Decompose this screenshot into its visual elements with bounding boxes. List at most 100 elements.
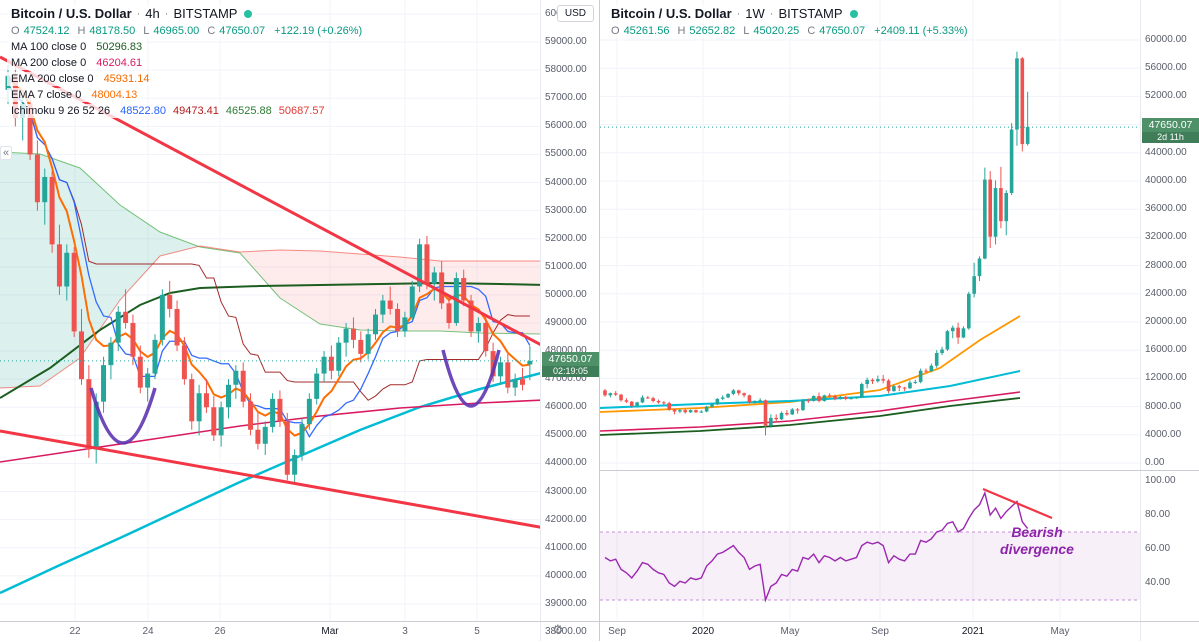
- price-axis-label: 40000.00: [545, 569, 587, 581]
- price-axis-label: 4000.00: [1145, 428, 1182, 440]
- price-axis-label: 50000.00: [545, 288, 587, 300]
- price-axis-label: 8000.00: [1145, 400, 1182, 412]
- bearish-divergence-annotation[interactable]: Bearish divergence: [957, 524, 1117, 558]
- right-time-axis[interactable]: Sep 2020 May Sep 2021 May: [600, 622, 1140, 642]
- time-axis-label: 2021: [961, 626, 985, 637]
- low-value: 45020.25: [753, 25, 800, 37]
- symbol-name[interactable]: Bitcoin / U.S. Dollar: [11, 6, 132, 21]
- high-value: 52652.82: [689, 25, 736, 37]
- price-axis-label: 36000.00: [1145, 203, 1187, 215]
- close-label: C: [807, 25, 816, 37]
- indicator-value: 46204.61: [96, 57, 143, 69]
- price-axis-label: 57000.00: [545, 92, 587, 104]
- price-axis-label: 60000.00: [1145, 34, 1187, 45]
- price-axis-label: 39000.00: [545, 597, 587, 609]
- annotation-line2: divergence: [1000, 541, 1074, 557]
- price-axis-label: 56000.00: [545, 120, 587, 132]
- price-axis-label: 20000.00: [1145, 316, 1187, 327]
- indicator-legend-row[interactable]: EMA 7 close 0 48004.13: [7, 88, 142, 102]
- price-axis-label: 52000.00: [545, 232, 587, 244]
- indicator-legend-row[interactable]: MA 100 close 0 50296.83: [7, 40, 147, 54]
- right-legend: Bitcoin / U.S. Dollar · 1W · BITSTAMP O …: [607, 5, 972, 40]
- price-axis-label: 52000.00: [1145, 90, 1187, 102]
- market-status-icon: [244, 9, 253, 18]
- time-axis-label: May: [780, 626, 800, 637]
- right-chart-canvas[interactable]: [600, 0, 1140, 621]
- indicator-name: Ichimoku 9 26 52 26: [11, 105, 111, 117]
- indicator-value: 49473.41: [172, 105, 219, 117]
- left-time-axis[interactable]: 22 24 26 Mar 3 5: [0, 622, 540, 642]
- left-chart-canvas[interactable]: [0, 0, 540, 621]
- time-axis-label: 26: [214, 626, 226, 637]
- price-axis-label: 28000.00: [1145, 259, 1187, 271]
- indicator-legend-row[interactable]: MA 200 close 0 46204.61: [7, 56, 147, 70]
- rsi-axis-label: 40.00: [1145, 577, 1171, 588]
- time-axis-label: Mar: [321, 626, 339, 637]
- symbol-name[interactable]: Bitcoin / U.S. Dollar: [611, 6, 732, 21]
- bar-countdown: 02:19:05: [542, 366, 599, 377]
- time-axis-label: Sep: [608, 626, 626, 637]
- separator: ·: [164, 7, 169, 20]
- current-price-value: 47650.07: [542, 352, 599, 366]
- price-axis-label: 41000.00: [545, 541, 587, 553]
- right-price-axis[interactable]: 47650.07 2d 11h 0.00 4000.00 8000.00 12000.…: [1140, 0, 1199, 641]
- pane-separator[interactable]: [600, 470, 1199, 471]
- time-axis-label: Sep: [871, 626, 889, 637]
- price-axis-label: 59000.00: [545, 36, 587, 48]
- low-value: 46965.00: [153, 25, 200, 37]
- time-axis-label: 3: [402, 626, 408, 637]
- open-value: 45261.56: [623, 25, 670, 37]
- price-axis-label: 32000.00: [1145, 231, 1187, 243]
- separator: ·: [136, 7, 141, 20]
- time-axis-label: 24: [142, 626, 154, 637]
- separator: ·: [769, 7, 774, 20]
- price-axis-label: 0.00: [1145, 457, 1165, 468]
- bar-eta: 2d 11h: [1142, 132, 1199, 143]
- rsi-axis-label: 60.00: [1145, 543, 1171, 554]
- current-price-label: 47650.07 2d 11h: [1142, 118, 1199, 143]
- indicator-legend-row[interactable]: Ichimoku 9 26 52 26 48522.80 49473.41 46525…: [7, 104, 329, 118]
- price-axis-label: 40000.00: [1145, 175, 1187, 186]
- symbol-row[interactable]: Bitcoin / U.S. Dollar · 4h · BITSTAMP: [7, 5, 257, 22]
- annotation-line1: Bearish: [1011, 524, 1063, 540]
- indicator-value: 46525.88: [225, 105, 272, 117]
- price-axis-label: 49000.00: [545, 317, 587, 328]
- price-axis-label: 48000.00: [545, 345, 587, 357]
- symbol-row[interactable]: Bitcoin / U.S. Dollar · 1W · BITSTAMP: [607, 5, 862, 22]
- indicator-legend-row[interactable]: EMA 200 close 0 45931.14: [7, 72, 154, 86]
- price-axis-label: 42000.00: [545, 513, 587, 525]
- indicator-name: MA 200 close 0: [11, 57, 87, 69]
- right-chart-panel: Bitcoin / U.S. Dollar · 1W · BITSTAMP O …: [600, 0, 1199, 641]
- close-value: 47650.07: [219, 25, 266, 37]
- indicator-legend-list: MA 100 close 0 50296.83 MA 200 close 0 4620…: [7, 40, 366, 118]
- price-axis-label: 12000.00: [1145, 372, 1187, 384]
- ohlc-row: O 47524.12 H 48178.50 L 46965.00 C 47650…: [7, 24, 367, 38]
- high-value: 48178.50: [89, 25, 136, 37]
- close-value: 47650.07: [819, 25, 866, 37]
- exchange-label[interactable]: BITSTAMP: [173, 6, 238, 21]
- exchange-label[interactable]: BITSTAMP: [778, 6, 843, 21]
- panel-divider[interactable]: [599, 0, 600, 641]
- high-label: H: [77, 25, 86, 37]
- interval-label[interactable]: 4h: [145, 6, 160, 21]
- price-axis-label: 55000.00: [545, 148, 587, 160]
- current-price-label: 47650.07 02:19:05: [542, 352, 599, 377]
- price-axis-label: 58000.00: [545, 64, 587, 76]
- chart-settings-icon[interactable]: ⚙: [552, 622, 564, 637]
- price-axis-label: 51000.00: [545, 260, 587, 272]
- left-price-axis[interactable]: 47650.07 02:19:05 38000.00 39000.00 40000.…: [540, 0, 600, 641]
- interval-label[interactable]: 1W: [745, 6, 765, 21]
- price-axis-label: 53000.00: [545, 204, 587, 216]
- price-axis-label: 38000.00: [545, 626, 587, 637]
- open-label: O: [11, 25, 20, 37]
- time-axis-label: 5: [474, 626, 480, 637]
- indicator-value: 48004.13: [91, 89, 138, 101]
- close-label: C: [207, 25, 216, 37]
- collapse-legend-button[interactable]: «: [0, 146, 13, 160]
- currency-toggle-button[interactable]: USD: [556, 5, 594, 22]
- change-value: +122.19 (+0.26%): [274, 25, 363, 37]
- current-price-value: 47650.07: [1142, 118, 1199, 132]
- price-axis-label: 44000.00: [1145, 146, 1187, 158]
- price-axis-label: 24000.00: [1145, 287, 1187, 299]
- time-axis-label: May: [1050, 626, 1070, 637]
